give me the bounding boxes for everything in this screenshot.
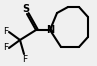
Text: F: F bbox=[3, 43, 9, 52]
Text: F: F bbox=[22, 55, 28, 63]
Text: S: S bbox=[22, 4, 30, 14]
Text: N: N bbox=[46, 25, 54, 35]
Text: F: F bbox=[3, 28, 9, 36]
